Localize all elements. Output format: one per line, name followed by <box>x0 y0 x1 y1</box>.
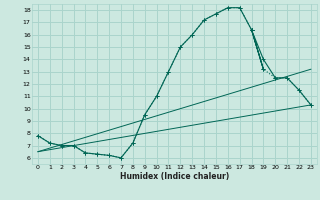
X-axis label: Humidex (Indice chaleur): Humidex (Indice chaleur) <box>120 172 229 181</box>
